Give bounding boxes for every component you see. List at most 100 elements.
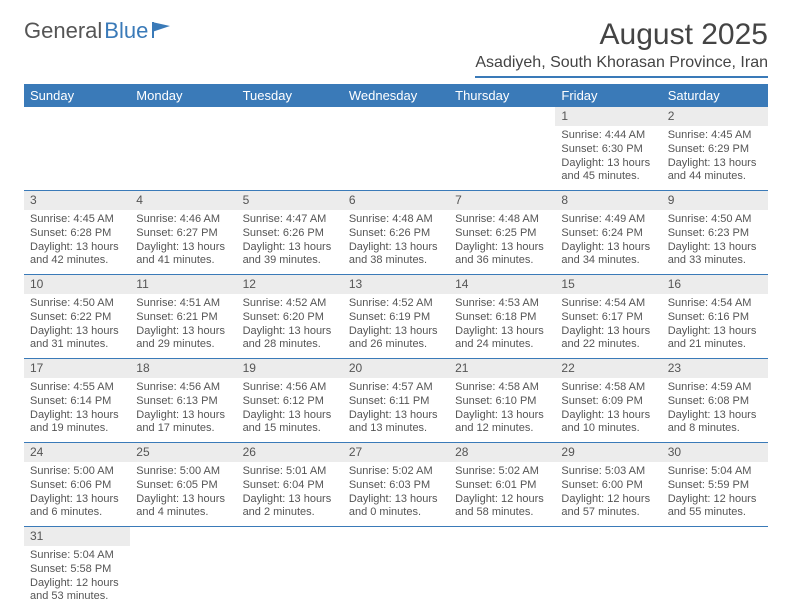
sunrise-text: Sunrise: 5:02 AM bbox=[349, 465, 443, 479]
calendar-cell bbox=[237, 527, 343, 611]
daylight-text: Daylight: 13 hours and 39 minutes. bbox=[243, 241, 337, 269]
sunrise-text: Sunrise: 4:47 AM bbox=[243, 213, 337, 227]
daylight-text: Daylight: 13 hours and 6 minutes. bbox=[30, 493, 124, 521]
calendar-cell bbox=[24, 107, 130, 191]
day-header: Tuesday bbox=[237, 84, 343, 107]
calendar-cell bbox=[662, 527, 768, 611]
calendar-cell: 15Sunrise: 4:54 AMSunset: 6:17 PMDayligh… bbox=[555, 275, 661, 359]
day-number: 25 bbox=[130, 443, 236, 462]
calendar-week: 31 Sunrise: 5:04 AMSunset: 5:58 PMDayligh… bbox=[24, 527, 768, 611]
sunset-text: Sunset: 6:28 PM bbox=[30, 227, 124, 241]
daylight-text: Daylight: 13 hours and 36 minutes. bbox=[455, 241, 549, 269]
sunset-text: Sunset: 6:10 PM bbox=[455, 395, 549, 409]
day-number: 7 bbox=[449, 191, 555, 210]
day-header: Friday bbox=[555, 84, 661, 107]
calendar-cell: 16Sunrise: 4:54 AMSunset: 6:16 PMDayligh… bbox=[662, 275, 768, 359]
daylight-text: Daylight: 13 hours and 4 minutes. bbox=[136, 493, 230, 521]
sunrise-text: Sunrise: 5:04 AM bbox=[30, 549, 124, 563]
calendar-cell bbox=[555, 527, 661, 611]
day-number: 19 bbox=[237, 359, 343, 378]
calendar-week: 1Sunrise: 4:44 AMSunset: 6:30 PMDaylight… bbox=[24, 107, 768, 191]
daylight-text: Daylight: 13 hours and 41 minutes. bbox=[136, 241, 230, 269]
daylight-text: Daylight: 13 hours and 0 minutes. bbox=[349, 493, 443, 521]
daylight-text: Daylight: 13 hours and 19 minutes. bbox=[30, 409, 124, 437]
daylight-text: Daylight: 13 hours and 31 minutes. bbox=[30, 325, 124, 353]
day-number: 23 bbox=[662, 359, 768, 378]
calendar-cell: 10Sunrise: 4:50 AMSunset: 6:22 PMDayligh… bbox=[24, 275, 130, 359]
calendar-cell: 18Sunrise: 4:56 AMSunset: 6:13 PMDayligh… bbox=[130, 359, 236, 443]
calendar-cell bbox=[343, 107, 449, 191]
daylight-text: Daylight: 13 hours and 13 minutes. bbox=[349, 409, 443, 437]
day-number: 14 bbox=[449, 275, 555, 294]
sunset-text: Sunset: 6:11 PM bbox=[349, 395, 443, 409]
calendar-week: 10Sunrise: 4:50 AMSunset: 6:22 PMDayligh… bbox=[24, 275, 768, 359]
sunrise-text: Sunrise: 4:50 AM bbox=[668, 213, 762, 227]
sunrise-text: Sunrise: 4:52 AM bbox=[243, 297, 337, 311]
daylight-text: Daylight: 13 hours and 29 minutes. bbox=[136, 325, 230, 353]
calendar-cell: 7Sunrise: 4:48 AMSunset: 6:25 PMDaylight… bbox=[449, 191, 555, 275]
sunset-text: Sunset: 6:18 PM bbox=[455, 311, 549, 325]
calendar-cell bbox=[343, 527, 449, 611]
sunrise-text: Sunrise: 4:54 AM bbox=[561, 297, 655, 311]
day-number: 5 bbox=[237, 191, 343, 210]
day-number: 31 bbox=[24, 527, 130, 546]
calendar-cell: 31 Sunrise: 5:04 AMSunset: 5:58 PMDayligh… bbox=[24, 527, 130, 611]
sunrise-text: Sunrise: 4:56 AM bbox=[136, 381, 230, 395]
daylight-text: Daylight: 13 hours and 15 minutes. bbox=[243, 409, 337, 437]
daylight-text: Daylight: 13 hours and 45 minutes. bbox=[561, 157, 655, 185]
sunrise-text: Sunrise: 5:00 AM bbox=[30, 465, 124, 479]
sunset-text: Sunset: 6:13 PM bbox=[136, 395, 230, 409]
day-number: 22 bbox=[555, 359, 661, 378]
daylight-text: Daylight: 13 hours and 42 minutes. bbox=[30, 241, 124, 269]
calendar-table: SundayMondayTuesdayWednesdayThursdayFrid… bbox=[24, 84, 768, 610]
sunset-text: Sunset: 5:58 PM bbox=[30, 563, 124, 577]
daylight-text: Daylight: 13 hours and 12 minutes. bbox=[455, 409, 549, 437]
calendar-week: 3Sunrise: 4:45 AMSunset: 6:28 PMDaylight… bbox=[24, 191, 768, 275]
day-number: 3 bbox=[24, 191, 130, 210]
daylight-text: Daylight: 13 hours and 22 minutes. bbox=[561, 325, 655, 353]
day-number: 10 bbox=[24, 275, 130, 294]
sunset-text: Sunset: 6:12 PM bbox=[243, 395, 337, 409]
month-title: August 2025 bbox=[475, 18, 768, 52]
sunset-text: Sunset: 6:04 PM bbox=[243, 479, 337, 493]
sunset-text: Sunset: 6:17 PM bbox=[561, 311, 655, 325]
sunrise-text: Sunrise: 4:50 AM bbox=[30, 297, 124, 311]
day-header: Monday bbox=[130, 84, 236, 107]
daylight-text: Daylight: 12 hours and 53 minutes. bbox=[30, 577, 124, 605]
sunset-text: Sunset: 6:25 PM bbox=[455, 227, 549, 241]
calendar-cell: 17Sunrise: 4:55 AMSunset: 6:14 PMDayligh… bbox=[24, 359, 130, 443]
sunset-text: Sunset: 6:26 PM bbox=[349, 227, 443, 241]
day-number: 1 bbox=[555, 107, 661, 126]
calendar-week: 17Sunrise: 4:55 AMSunset: 6:14 PMDayligh… bbox=[24, 359, 768, 443]
day-number: 6 bbox=[343, 191, 449, 210]
day-number: 29 bbox=[555, 443, 661, 462]
sunset-text: Sunset: 6:09 PM bbox=[561, 395, 655, 409]
calendar-cell: 26Sunrise: 5:01 AMSunset: 6:04 PMDayligh… bbox=[237, 443, 343, 527]
sunset-text: Sunset: 6:29 PM bbox=[668, 143, 762, 157]
sunset-text: Sunset: 6:08 PM bbox=[668, 395, 762, 409]
calendar-cell: 2Sunrise: 4:45 AMSunset: 6:29 PMDaylight… bbox=[662, 107, 768, 191]
daylight-text: Daylight: 13 hours and 26 minutes. bbox=[349, 325, 443, 353]
day-number: 12 bbox=[237, 275, 343, 294]
calendar-cell: 22Sunrise: 4:58 AMSunset: 6:09 PMDayligh… bbox=[555, 359, 661, 443]
location-text: Asadiyeh, South Khorasan Province, Iran bbox=[475, 54, 768, 78]
sunrise-text: Sunrise: 4:52 AM bbox=[349, 297, 443, 311]
brand-logo: GeneralBlue bbox=[24, 18, 174, 44]
sunrise-text: Sunrise: 5:03 AM bbox=[561, 465, 655, 479]
day-number: 24 bbox=[24, 443, 130, 462]
sunrise-text: Sunrise: 4:46 AM bbox=[136, 213, 230, 227]
daylight-text: Daylight: 13 hours and 21 minutes. bbox=[668, 325, 762, 353]
sunrise-text: Sunrise: 5:02 AM bbox=[455, 465, 549, 479]
sunrise-text: Sunrise: 4:45 AM bbox=[668, 129, 762, 143]
sunset-text: Sunset: 6:27 PM bbox=[136, 227, 230, 241]
calendar-cell: 14Sunrise: 4:53 AMSunset: 6:18 PMDayligh… bbox=[449, 275, 555, 359]
sunset-text: Sunset: 6:00 PM bbox=[561, 479, 655, 493]
daylight-text: Daylight: 12 hours and 55 minutes. bbox=[668, 493, 762, 521]
calendar-cell: 3Sunrise: 4:45 AMSunset: 6:28 PMDaylight… bbox=[24, 191, 130, 275]
day-header: Saturday bbox=[662, 84, 768, 107]
calendar-cell: 11Sunrise: 4:51 AMSunset: 6:21 PMDayligh… bbox=[130, 275, 236, 359]
day-number: 18 bbox=[130, 359, 236, 378]
sunrise-text: Sunrise: 5:01 AM bbox=[243, 465, 337, 479]
sunrise-text: Sunrise: 4:59 AM bbox=[668, 381, 762, 395]
calendar-cell: 6Sunrise: 4:48 AMSunset: 6:26 PMDaylight… bbox=[343, 191, 449, 275]
